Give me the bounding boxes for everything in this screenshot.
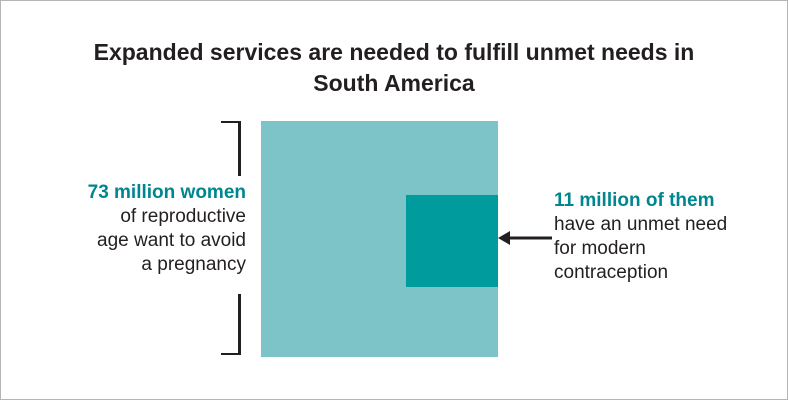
title-line-2: South America [313, 70, 475, 96]
bracket-top-segment [238, 123, 241, 176]
left-bracket [221, 121, 241, 355]
left-callout-line-3: a pregnancy [141, 254, 246, 275]
left-callout-line-2: age want to avoid [97, 230, 246, 251]
left-callout-line-1: of reproductive [120, 206, 246, 227]
right-callout-highlight: 11 million of them [554, 190, 715, 211]
infographic-title: Expanded services are needed to fulfill … [41, 37, 747, 99]
unmet-need-square [406, 195, 498, 287]
left-callout: 73 million women of reproductive age wan… [41, 181, 246, 277]
right-callout-line-1: have an unmet need [554, 214, 728, 235]
bracket-bottom-segment [238, 294, 241, 353]
right-callout-line-2: for modern [554, 238, 646, 259]
left-callout-highlight: 73 million women [87, 182, 246, 203]
pointer-arrow-icon [498, 231, 552, 245]
right-callout-line-3: contraception [554, 262, 669, 283]
title-line-1: Expanded services are needed to fulfill … [93, 39, 695, 65]
right-callout: 11 million of them have an unmet need fo… [554, 189, 774, 285]
